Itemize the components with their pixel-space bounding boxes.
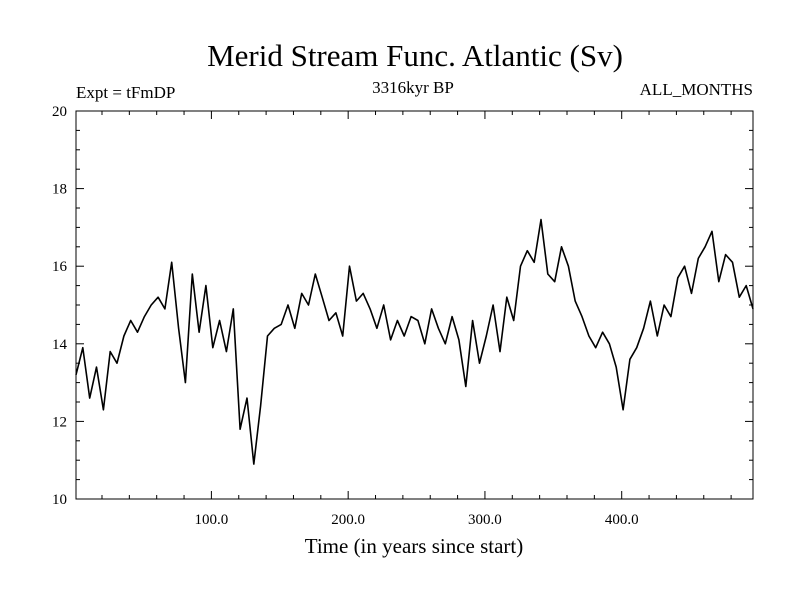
axis-ticks: [76, 110, 753, 500]
axis-tick-labels: 100.0 200.0 300.0 400.0 10 12 14 16 18 20: [52, 104, 639, 528]
y-tick-label: 18: [52, 182, 67, 198]
x-tick-label: 300.0: [468, 512, 502, 528]
series-line: [75, 218, 754, 465]
months-label: ALL_MONTHS: [640, 80, 753, 99]
x-tick-label: 400.0: [605, 512, 639, 528]
y-tick-label: 14: [52, 337, 68, 353]
y-tick-label: 10: [52, 492, 67, 508]
chart-title: Merid Stream Func. Atlantic (Sv): [207, 38, 623, 73]
y-tick-label: 12: [52, 414, 67, 430]
period-label: 3316kyr BP: [372, 78, 454, 97]
experiment-label: Expt = tFmDP: [76, 83, 175, 102]
x-tick-label: 200.0: [331, 512, 365, 528]
y-tick-label: 20: [52, 104, 67, 120]
x-axis-label: Time (in years since start): [305, 534, 524, 558]
y-tick-label: 16: [52, 259, 68, 275]
x-tick-label: 100.0: [195, 512, 229, 528]
